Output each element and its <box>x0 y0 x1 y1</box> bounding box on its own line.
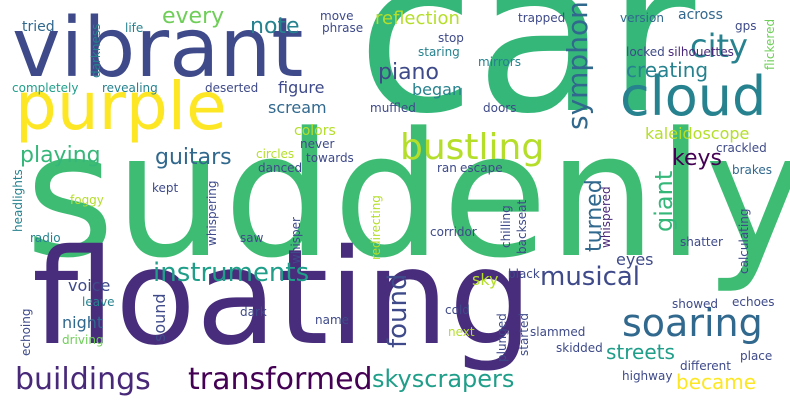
word-tried: tried <box>22 19 55 35</box>
word-life: life <box>125 21 144 35</box>
word-soaring: soaring <box>622 301 763 345</box>
word-night: night <box>62 313 104 332</box>
word-escape: escape <box>460 161 503 175</box>
word-muffled: muffled <box>370 101 416 115</box>
word-bustling: bustling <box>400 127 545 168</box>
word-keys: keys <box>672 146 722 171</box>
word-gps: gps <box>735 19 757 33</box>
word-backseat: backseat <box>515 199 529 254</box>
word-every: every <box>162 4 225 29</box>
word-piano: piano <box>378 60 439 85</box>
word-sky: sky <box>472 270 499 289</box>
word-transformed: transformed <box>188 362 373 397</box>
word-move: move <box>320 9 354 23</box>
word-shatter: shatter <box>680 235 723 249</box>
word-doors: doors <box>483 101 517 115</box>
word-note: note <box>250 14 300 39</box>
word-suddenly: suddenly <box>25 95 790 296</box>
word-floating: floating <box>32 221 533 375</box>
word-driving: driving <box>62 333 104 347</box>
word-flickered: flickered <box>763 18 777 70</box>
word-deserted: deserted <box>205 81 259 95</box>
word-skyscrapers: skyscrapers <box>372 365 515 393</box>
word-staring: staring <box>418 45 460 59</box>
word-instruments: instruments <box>153 258 310 288</box>
word-became: became <box>676 370 757 394</box>
word-crackled: crackled <box>716 141 767 155</box>
word-dark: dark <box>240 305 267 319</box>
word-creating: creating <box>626 58 709 82</box>
word-giant: giant <box>650 170 678 232</box>
word-phrase: phrase <box>322 21 364 35</box>
word-stop: stop <box>438 31 464 45</box>
word-city: city <box>690 27 748 65</box>
word-guitars: guitars <box>155 145 232 170</box>
word-symphony: symphony <box>561 0 594 130</box>
word-streets: streets <box>606 340 675 364</box>
word-leave: leave <box>82 295 115 309</box>
word-radio: radio <box>30 231 61 245</box>
word-different: different <box>680 359 731 373</box>
word-redirecting: redirecting <box>369 195 383 260</box>
word-showed: showed <box>672 297 719 311</box>
word-whispering: whispering <box>205 180 219 247</box>
word-brakes: brakes <box>732 163 773 177</box>
word-reflection: reflection <box>375 8 460 29</box>
word-kept: kept <box>152 181 179 195</box>
word-playing: playing <box>20 143 101 168</box>
word-began: began <box>412 80 463 99</box>
word-echoes: echoes <box>732 295 775 309</box>
word-mirrors: mirrors <box>478 55 521 69</box>
word-scream: scream <box>268 98 327 117</box>
word-purple: purple <box>15 68 227 145</box>
word-danced: danced <box>258 161 303 175</box>
word-corridor: corridor <box>430 225 477 239</box>
word-whispered: whispered <box>599 186 613 248</box>
word-name: name <box>315 313 350 327</box>
word-highway: highway <box>622 369 673 383</box>
word-vibrant: vibrant <box>12 1 304 96</box>
word-locked: locked <box>626 45 665 59</box>
word-started: started <box>517 313 531 356</box>
word-silhouettes: silhouettes <box>668 45 734 59</box>
word-trapped: trapped <box>518 11 566 25</box>
word-version: version <box>620 11 664 25</box>
word-completely: completely <box>12 81 79 95</box>
word-plunged: plunged <box>495 313 509 362</box>
word-foggy: foggy <box>70 193 104 207</box>
word-voice: voice <box>68 276 111 295</box>
word-darkness: darkness <box>89 23 103 78</box>
word-place: place <box>740 349 773 363</box>
word-slammed: slammed <box>530 325 586 339</box>
word-kaleidoscope: kaleidoscope <box>645 124 750 143</box>
word-ran: ran <box>437 161 457 175</box>
word-found: found <box>383 273 413 348</box>
word-cloud-term: cloud <box>620 65 767 128</box>
word-circles: circles <box>256 147 295 161</box>
word-calculating: calculating <box>737 208 751 274</box>
word-sound: sound <box>150 293 169 342</box>
word-eyes: eyes <box>616 250 654 269</box>
word-musical: musical <box>540 262 641 292</box>
word-whisper: whisper <box>289 217 303 264</box>
word-saw: saw <box>240 231 264 245</box>
word-black: black <box>508 267 540 281</box>
word-cold: cold <box>445 303 470 317</box>
word-buildings: buildings <box>15 362 151 397</box>
word-echoing: echoing <box>19 308 33 356</box>
word-car: car <box>357 0 696 161</box>
word-revealing: revealing <box>102 81 158 95</box>
word-headlights: headlights <box>11 169 25 232</box>
word-figure: figure <box>278 78 325 97</box>
word-across: across <box>678 7 723 23</box>
word-colors: colors <box>294 123 336 139</box>
word-towards: towards <box>306 151 354 165</box>
word-next: next <box>448 325 475 339</box>
word-never: never <box>300 137 335 151</box>
word-chilling: chilling <box>499 205 513 248</box>
word-skidded: skidded <box>556 341 603 355</box>
